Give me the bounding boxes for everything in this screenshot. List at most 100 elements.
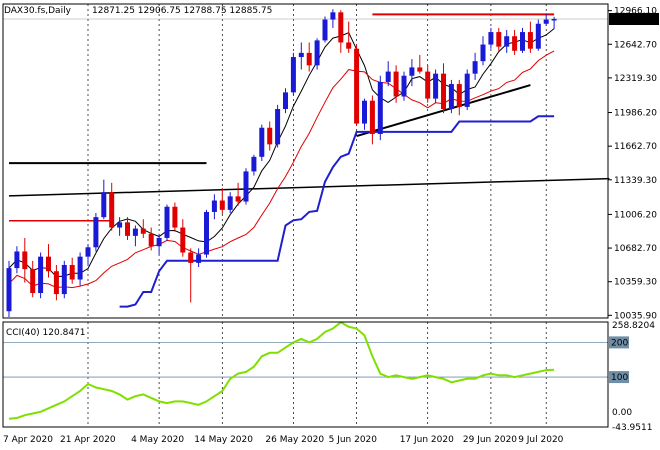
candle-bear: [338, 12, 344, 43]
candlestick-series: [6, 9, 557, 317]
candle-bull: [251, 156, 257, 172]
candle-bull: [464, 73, 470, 107]
cci-level-label: 100: [611, 373, 628, 383]
cci-axis-label: 258.8204: [612, 321, 655, 331]
candle-bull: [385, 71, 391, 82]
current-price-label: 12885.75: [612, 15, 655, 25]
candle-bull: [472, 61, 478, 74]
candle-bear: [109, 192, 115, 228]
main-panel-frame: [2, 3, 609, 319]
date-tick-label: 14 May 2020: [194, 435, 253, 445]
price-tick-label: 12642.70: [614, 40, 657, 50]
candle-bear: [346, 42, 352, 49]
candle-bull: [433, 73, 439, 99]
candle-bear: [46, 256, 51, 272]
candle-bear: [369, 100, 375, 134]
cci-axis-label: 0.00: [612, 408, 632, 418]
candle-bear: [140, 228, 146, 234]
candle-bear: [527, 32, 533, 49]
cci-level-tag: [609, 336, 629, 349]
candle-bull: [85, 247, 91, 257]
candle-bull: [243, 171, 249, 202]
candle-bear: [22, 251, 28, 270]
candle-bull: [164, 206, 170, 238]
candle-bear: [512, 36, 518, 51]
candle-bear: [425, 71, 431, 99]
candle-bull: [409, 67, 415, 76]
candle-bull: [196, 254, 202, 263]
candle-bear: [219, 200, 225, 210]
price-tick-label: 10682.70: [614, 244, 657, 254]
cci-level-label: 200: [611, 338, 628, 348]
price-tick-label: 12966.10: [614, 7, 657, 17]
candle-bull: [362, 100, 367, 124]
current-price-tag: [609, 12, 659, 25]
candle-bear: [417, 67, 423, 72]
price-tick-label: 11339.30: [614, 176, 657, 186]
candle-bull: [204, 211, 209, 255]
candle-bull: [283, 92, 288, 110]
candle-bear: [441, 73, 446, 110]
candle-bull: [259, 127, 265, 157]
candle-bear: [30, 269, 36, 294]
candle-bull: [401, 75, 407, 97]
candle-bull: [227, 196, 233, 210]
candle-bear: [180, 227, 186, 253]
date-tick-label: 4 May 2020: [131, 435, 184, 445]
cci-panel-content: [3, 321, 608, 420]
candle-bull: [480, 44, 486, 62]
candle-bull: [77, 256, 83, 280]
candle-bull: [290, 57, 296, 93]
candle-bear: [188, 252, 194, 263]
candle-bear: [306, 52, 312, 66]
candle-bear: [53, 271, 59, 295]
cci-level-tag: [609, 371, 629, 384]
date-tick-label: 5 Jun 2020: [329, 435, 378, 445]
candle-bear: [354, 48, 360, 124]
price-tick-label: 10035.90: [614, 311, 657, 321]
date-tick-label: 26 May 2020: [265, 435, 324, 445]
candle-bull: [314, 40, 320, 66]
symbol-label: DAX30.fs,Daily: [4, 6, 72, 16]
candle-bear: [125, 222, 130, 236]
cci-label: CCI(40) 120.8471: [6, 328, 86, 338]
date-tick-label: 21 Apr 2020: [60, 435, 116, 445]
price-tick-label: 10359.30: [614, 278, 657, 288]
candle-bull: [488, 32, 494, 45]
candle-bull: [377, 81, 383, 134]
candle-bull: [543, 19, 549, 24]
candle-bear: [393, 71, 399, 97]
candle-bear: [456, 84, 462, 107]
ma-slow-line: [8, 50, 555, 289]
candle-bull: [93, 217, 99, 248]
candle-bull: [6, 268, 12, 312]
price-tick-label: 11006.20: [614, 210, 657, 220]
cci-line: [8, 321, 555, 420]
price-tick-label: 11662.70: [614, 142, 657, 152]
candle-bear: [69, 264, 75, 280]
candle-bull: [322, 19, 328, 41]
ma-fast-line: [8, 28, 555, 278]
candle-bull: [211, 200, 217, 212]
axes: 7 Apr 2020 21 Apr 2020 4 May 2020 14 May 20…: [2, 3, 659, 445]
date-tick-label: 9 Jul 2020: [518, 435, 563, 445]
candle-bull: [101, 192, 107, 218]
cci-panel-frame: [2, 321, 609, 428]
candle-bull: [132, 228, 138, 236]
date-tick-label: 7 Apr 2020: [3, 435, 53, 445]
candle-bull: [535, 23, 541, 49]
candle-bull: [551, 18, 557, 21]
price-tick-label: 11986.20: [614, 109, 657, 119]
candle-bull: [117, 222, 123, 228]
candle-bull: [448, 84, 454, 110]
price-tick-label: 12319.30: [614, 74, 657, 84]
candle-bull: [504, 36, 510, 47]
ohlc-label: 12871.25 12906.75 12788.75 12885.75: [92, 6, 272, 16]
candle-bull: [38, 256, 44, 294]
candle-bear: [235, 196, 241, 202]
candle-bull: [275, 109, 281, 145]
candle-bear: [172, 206, 178, 228]
candle-bear: [267, 127, 273, 145]
